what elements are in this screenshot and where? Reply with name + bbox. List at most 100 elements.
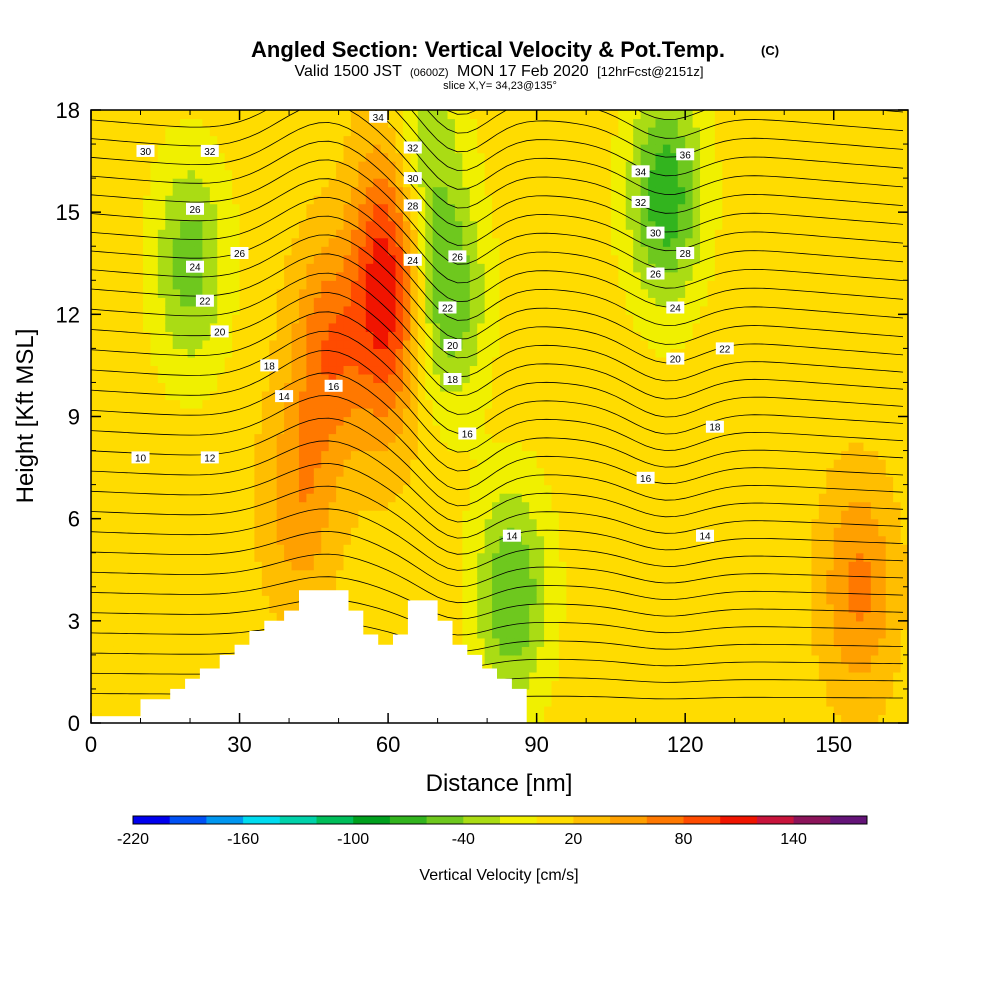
velocity-cell — [224, 382, 233, 392]
velocity-cell — [551, 518, 560, 528]
velocity-cell — [298, 305, 307, 315]
velocity-cell — [573, 280, 582, 290]
velocity-cell — [544, 535, 553, 545]
velocity-cell — [105, 246, 114, 256]
velocity-cell — [558, 152, 567, 162]
velocity-cell — [254, 493, 263, 503]
velocity-cell — [321, 476, 330, 486]
velocity-cell — [492, 663, 501, 673]
velocity-cell — [142, 263, 152, 273]
velocity-cell — [269, 467, 278, 477]
velocity-cell — [477, 501, 486, 511]
velocity-cell — [469, 161, 478, 171]
velocity-cell — [157, 305, 166, 315]
velocity-cell — [269, 339, 278, 349]
velocity-cell — [328, 178, 337, 188]
velocity-cell — [246, 280, 255, 290]
velocity-cell — [581, 646, 590, 656]
velocity-cell — [402, 237, 411, 247]
velocity-cell — [380, 331, 389, 341]
velocity-cell — [113, 603, 122, 613]
velocity-cell — [180, 348, 189, 358]
velocity-cell — [417, 425, 426, 435]
velocity-cell — [328, 561, 337, 571]
velocity-cell — [499, 237, 508, 247]
velocity-cell — [246, 220, 255, 230]
velocity-cell — [98, 390, 107, 401]
velocity-cell — [298, 552, 307, 562]
velocity-cell — [536, 246, 545, 256]
velocity-cell — [135, 476, 144, 486]
velocity-cell — [454, 348, 463, 358]
velocity-cell — [202, 433, 211, 443]
velocity-cell — [506, 127, 515, 137]
velocity-cell — [336, 535, 345, 545]
velocity-cell — [336, 110, 345, 120]
velocity-cell — [596, 220, 605, 230]
velocity-cell — [217, 365, 226, 375]
velocity-cell — [581, 578, 590, 588]
velocity-cell — [469, 620, 478, 630]
velocity-cell — [440, 348, 449, 358]
velocity-cell — [150, 212, 159, 222]
velocity-cell — [336, 229, 345, 239]
velocity-cell — [566, 314, 575, 324]
velocity-cell — [544, 297, 553, 307]
velocity-cell — [388, 612, 397, 622]
velocity-cell — [224, 178, 233, 188]
velocity-cell — [165, 297, 174, 307]
velocity-cell — [298, 237, 307, 247]
velocity-cell — [417, 161, 426, 171]
velocity-cell — [373, 339, 382, 349]
velocity-cell — [246, 339, 255, 349]
velocity-cell — [254, 544, 263, 554]
velocity-cell — [91, 212, 100, 222]
velocity-cell — [306, 561, 315, 571]
velocity-cell — [321, 510, 330, 520]
velocity-cell — [521, 637, 530, 647]
velocity-cell — [432, 510, 441, 520]
velocity-cell — [588, 654, 597, 664]
velocity-cell — [358, 144, 367, 154]
velocity-cell — [284, 297, 293, 307]
velocity-cell — [157, 595, 166, 605]
velocity-cell — [269, 161, 278, 171]
velocity-cell — [142, 246, 152, 256]
velocity-cell — [596, 705, 605, 716]
velocity-cell — [350, 442, 359, 452]
velocity-cell — [499, 152, 508, 162]
velocity-cell — [291, 527, 300, 537]
velocity-cell — [365, 416, 374, 426]
velocity-cell — [521, 212, 530, 222]
velocity-cell — [499, 356, 508, 367]
velocity-cell — [224, 186, 233, 196]
velocity-cell — [432, 186, 441, 196]
velocity-cell — [581, 322, 590, 332]
velocity-cell — [484, 510, 493, 520]
velocity-cell — [454, 535, 463, 545]
velocity-cell — [573, 195, 582, 205]
velocity-cell — [477, 348, 486, 358]
velocity-cell — [454, 569, 463, 579]
velocity-cell — [358, 229, 367, 239]
velocity-cell — [91, 654, 100, 664]
velocity-cell — [321, 297, 330, 307]
velocity-cell — [380, 220, 389, 230]
velocity-cell — [395, 407, 404, 418]
velocity-cell — [373, 467, 382, 477]
velocity-cell — [425, 271, 434, 281]
velocity-cell — [298, 484, 307, 494]
velocity-cell — [232, 229, 241, 239]
velocity-cell — [506, 561, 515, 571]
velocity-cell — [395, 322, 404, 332]
velocity-cell — [417, 373, 426, 384]
velocity-cell — [432, 220, 441, 230]
velocity-cell — [484, 561, 493, 571]
velocity-cell — [551, 586, 560, 596]
velocity-cell — [157, 510, 166, 520]
velocity-cell — [558, 433, 567, 443]
velocity-cell — [558, 246, 567, 256]
velocity-cell — [350, 501, 359, 511]
velocity-cell — [395, 348, 404, 358]
velocity-cell — [454, 501, 463, 511]
